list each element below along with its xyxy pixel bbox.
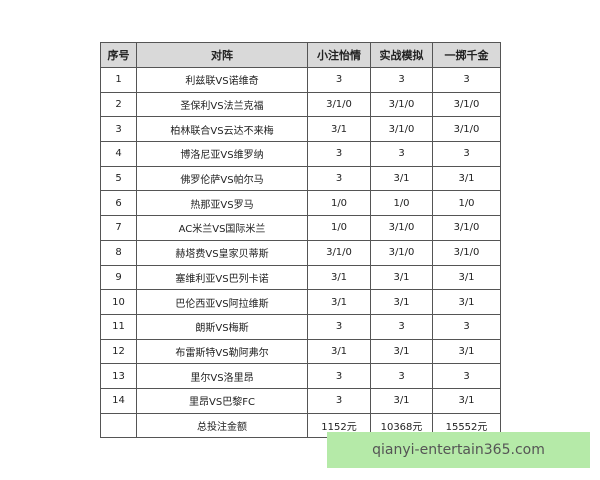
table-cell: 3 — [307, 141, 371, 167]
table-cell: 布雷斯特VS勒阿弗尔 — [136, 338, 308, 365]
table-cell: 3/1 — [370, 165, 433, 192]
table-cell: 13 — [100, 363, 137, 389]
table-cell: 佛罗伦萨VS帕尔马 — [136, 165, 308, 192]
table-cell: 3 — [307, 67, 371, 93]
table-row: 8 赫塔费VS皇家贝蒂斯 3/1/0 3/1/0 3/1/0 — [100, 239, 501, 266]
watermark: qianyi-entertain365.com — [327, 432, 590, 468]
table-cell: 3/1/0 — [370, 116, 433, 143]
table-cell: 1 — [100, 67, 137, 93]
table-cell: 11 — [100, 313, 137, 340]
table-cell: 里昂VS巴黎FC — [136, 387, 308, 414]
table-cell: 10 — [100, 289, 137, 315]
table-cell: 3/1 — [370, 387, 433, 414]
table-cell: 2 — [100, 91, 137, 118]
table-cell: 3 — [432, 313, 501, 340]
table-cell: 赫塔费VS皇家贝蒂斯 — [136, 239, 308, 266]
table-cell: 3/1 — [370, 289, 433, 315]
table-cell: 利兹联VS诺维奇 — [136, 67, 308, 93]
table-row: 13 里尔VS洛里昂 3 3 3 — [100, 363, 501, 389]
table-cell: 8 — [100, 239, 137, 266]
table-cell: 3 — [100, 116, 137, 143]
table-cell: 7 — [100, 215, 137, 241]
table-cell: 3/1/0 — [432, 215, 501, 241]
table-cell: 6 — [100, 190, 137, 217]
table-cell: 3 — [370, 141, 433, 167]
table-cell: 柏林联合VS云达不来梅 — [136, 116, 308, 143]
table-cell: 3/1 — [307, 116, 371, 143]
table-cell: 3/1/0 — [432, 116, 501, 143]
table-cell: 5 — [100, 165, 137, 192]
table-cell: 12 — [100, 338, 137, 365]
table-cell: 3/1 — [432, 387, 501, 414]
table-cell: 朗斯VS梅斯 — [136, 313, 308, 340]
table-cell: 3 — [432, 67, 501, 93]
table-cell: 3/1/0 — [370, 91, 433, 118]
bet-table: 序号 对阵 小注怡情 实战模拟 一掷千金 1 利兹联VS诺维奇 3 3 3 2 圣保利VS法兰克福 3… — [100, 42, 501, 439]
table-cell: AC米兰VS国际米兰 — [136, 215, 308, 241]
header-cell: 小注怡情 — [307, 42, 371, 68]
table-cell: 圣保利VS法兰克福 — [136, 91, 308, 118]
table-row: 6 热那亚VS罗马 1/0 1/0 1/0 — [100, 190, 501, 217]
table-cell: 4 — [100, 141, 137, 167]
table-row: 7 AC米兰VS国际米兰 1/0 3/1/0 3/1/0 — [100, 215, 501, 241]
table-cell: 3 — [370, 313, 433, 340]
table-cell: 巴伦西亚VS阿拉维斯 — [136, 289, 308, 315]
table-row: 10 巴伦西亚VS阿拉维斯 3/1 3/1 3/1 — [100, 289, 501, 315]
total-label: 总投注金额 — [136, 412, 308, 439]
table-cell: 博洛尼亚VS维罗纳 — [136, 141, 308, 167]
table-cell: 1/0 — [370, 190, 433, 217]
table-cell: 3/1 — [432, 289, 501, 315]
table-row: 11 朗斯VS梅斯 3 3 3 — [100, 313, 501, 340]
table-cell: 14 — [100, 387, 137, 414]
table-row: 1 利兹联VS诺维奇 3 3 3 — [100, 67, 501, 93]
table-cell: 3/1 — [307, 289, 371, 315]
table-cell: 里尔VS洛里昂 — [136, 363, 308, 389]
table-row: 4 博洛尼亚VS维罗纳 3 3 3 — [100, 141, 501, 167]
table-cell: 3/1 — [370, 264, 433, 291]
header-cell: 对阵 — [136, 42, 308, 68]
table-cell: 1/0 — [307, 215, 371, 241]
total-row: 总投注金额 1152元 10368元 15552元 — [100, 412, 501, 439]
table-cell: 3/1/0 — [370, 215, 433, 241]
table-cell: 3 — [432, 141, 501, 167]
header-cell: 一掷千金 — [432, 42, 501, 68]
header-cell: 实战模拟 — [370, 42, 433, 68]
table-row: 9 塞维利亚VS巴列卡诺 3/1 3/1 3/1 — [100, 264, 501, 291]
table-cell: 3/1 — [307, 264, 371, 291]
table-cell: 塞维利亚VS巴列卡诺 — [136, 264, 308, 291]
table-row: 3 柏林联合VS云达不来梅 3/1 3/1/0 3/1/0 — [100, 116, 501, 143]
table-cell: 3/1/0 — [432, 239, 501, 266]
table-cell: 3/1 — [307, 338, 371, 365]
table-cell: 3 — [370, 67, 433, 93]
table-cell: 3/1 — [370, 338, 433, 365]
table-cell: 3 — [370, 363, 433, 389]
empty-cell — [100, 412, 137, 439]
table-cell: 3/1/0 — [370, 239, 433, 266]
table-cell: 3/1/0 — [307, 239, 371, 266]
table-cell: 3/1 — [432, 264, 501, 291]
table-cell: 1/0 — [432, 190, 501, 217]
table-cell: 3/1 — [432, 338, 501, 365]
table-cell: 3 — [432, 363, 501, 389]
table-row: 2 圣保利VS法兰克福 3/1/0 3/1/0 3/1/0 — [100, 91, 501, 118]
table-cell: 3 — [307, 313, 371, 340]
table-cell: 9 — [100, 264, 137, 291]
table-cell: 3/1/0 — [432, 91, 501, 118]
table-row: 14 里昂VS巴黎FC 3 3/1 3/1 — [100, 387, 501, 414]
table-cell: 3/1 — [432, 165, 501, 192]
table-cell: 3 — [307, 363, 371, 389]
table-cell: 1/0 — [307, 190, 371, 217]
header-cell: 序号 — [100, 42, 137, 68]
table-row: 12 布雷斯特VS勒阿弗尔 3/1 3/1 3/1 — [100, 338, 501, 365]
table-cell: 热那亚VS罗马 — [136, 190, 308, 217]
header-row: 序号 对阵 小注怡情 实战模拟 一掷千金 — [100, 42, 501, 68]
table-cell: 3/1/0 — [307, 91, 371, 118]
table-cell: 3 — [307, 165, 371, 192]
table-row: 5 佛罗伦萨VS帕尔马 3 3/1 3/1 — [100, 165, 501, 192]
table-cell: 3 — [307, 387, 371, 414]
